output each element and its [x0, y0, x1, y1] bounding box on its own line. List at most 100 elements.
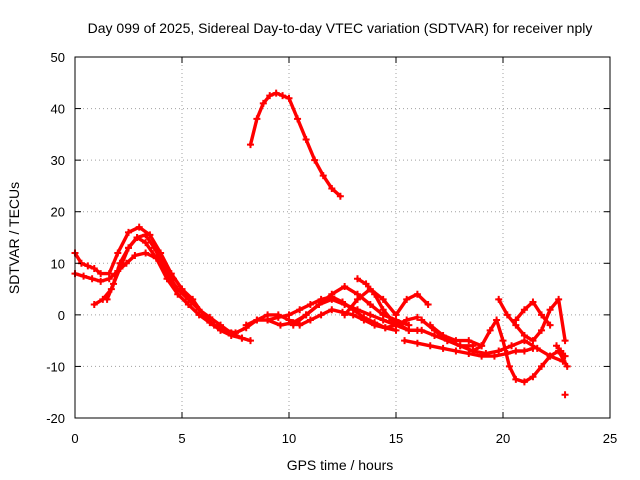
x-tick-label: 25: [603, 431, 617, 446]
data-point: [486, 326, 494, 334]
y-tick-label: 40: [51, 102, 65, 117]
data-point: [413, 326, 421, 334]
x-tick-label: 20: [496, 431, 510, 446]
data-point: [353, 295, 361, 303]
data-point: [90, 264, 98, 272]
series-line-arc-1: [73, 225, 398, 335]
data-point: [366, 311, 374, 319]
data-point: [264, 316, 272, 324]
y-tick-label: -10: [46, 359, 65, 374]
data-point: [272, 89, 280, 97]
data-point: [503, 311, 511, 319]
data-point: [302, 311, 310, 319]
data-point: [452, 337, 460, 345]
data-point: [403, 316, 411, 324]
data-point: [561, 352, 569, 360]
data-point: [512, 347, 520, 355]
data-point: [529, 337, 537, 345]
data-point: [169, 275, 177, 283]
x-tick-label: 15: [389, 431, 403, 446]
data-point: [561, 391, 569, 399]
data-point: [328, 185, 336, 193]
data-point: [520, 347, 528, 355]
data-point: [520, 378, 528, 386]
data-point: [135, 223, 143, 231]
data-point: [371, 321, 379, 329]
data-point: [315, 301, 323, 309]
y-tick-label: -20: [46, 411, 65, 426]
y-tick-label: 20: [51, 205, 65, 220]
data-point: [538, 326, 546, 334]
data-point: [163, 275, 171, 283]
data-point: [133, 234, 141, 241]
data-point: [426, 342, 434, 350]
data-point: [388, 316, 396, 324]
data-point: [561, 337, 569, 345]
data-point: [84, 262, 92, 270]
data-point: [142, 231, 150, 239]
data-point: [405, 326, 413, 334]
data-point: [557, 347, 565, 355]
data-point: [512, 375, 520, 383]
data-point: [328, 295, 336, 303]
data-point: [546, 321, 554, 329]
data-point: [452, 347, 460, 355]
y-tick-label: 0: [58, 308, 65, 323]
data-point: [319, 172, 327, 180]
data-point: [125, 228, 132, 236]
data-point: [413, 313, 421, 321]
data-point: [469, 347, 477, 355]
data-point: [495, 295, 503, 303]
x-tick-label: 0: [71, 431, 78, 446]
data-point: [381, 324, 389, 332]
y-tick-label: 30: [51, 153, 65, 168]
data-point: [97, 277, 105, 285]
data-point: [418, 316, 426, 324]
plot-frame: [74, 56, 611, 419]
data-point: [465, 350, 473, 358]
data-point: [546, 352, 554, 360]
data-point: [353, 275, 361, 283]
data-point: [294, 115, 302, 123]
data-point: [392, 311, 400, 319]
data-point: [80, 272, 88, 280]
data-point: [379, 306, 387, 314]
data-point: [253, 115, 261, 123]
x-axis-label: GPS time / hours: [287, 457, 394, 473]
data-point: [520, 331, 528, 339]
data-point: [142, 249, 150, 257]
data-point: [242, 321, 250, 329]
chart-title: Day 099 of 2025, Sidereal Day-to-day VTE…: [88, 20, 593, 36]
data-point: [253, 316, 261, 324]
data-point: [296, 321, 304, 329]
data-point: [362, 280, 370, 288]
data-point: [150, 244, 158, 252]
data-point: [227, 331, 235, 339]
data-point: [478, 342, 486, 350]
x-tick-label: 5: [178, 431, 185, 446]
data-point: [184, 301, 192, 309]
y-tick-label: 10: [51, 256, 65, 271]
data-point: [159, 259, 167, 267]
data-point: [259, 99, 267, 107]
data-point: [266, 92, 274, 100]
data-point: [279, 92, 287, 100]
data-point: [306, 301, 314, 309]
data-point: [456, 342, 464, 350]
data-point: [195, 311, 203, 319]
data-point: [371, 290, 379, 298]
data-point: [246, 337, 254, 345]
data-point: [317, 311, 325, 319]
y-tick-label: 50: [51, 50, 65, 65]
data-point: [110, 280, 118, 288]
series-line-arc-4: [105, 233, 176, 302]
data-point: [142, 239, 150, 247]
data-point: [499, 337, 507, 345]
data-point: [296, 306, 304, 314]
data-point: [97, 270, 105, 278]
data-point: [349, 311, 357, 319]
data-point: [336, 192, 344, 200]
data-point: [512, 316, 520, 324]
data-point: [538, 311, 546, 319]
data-point: [366, 301, 374, 309]
